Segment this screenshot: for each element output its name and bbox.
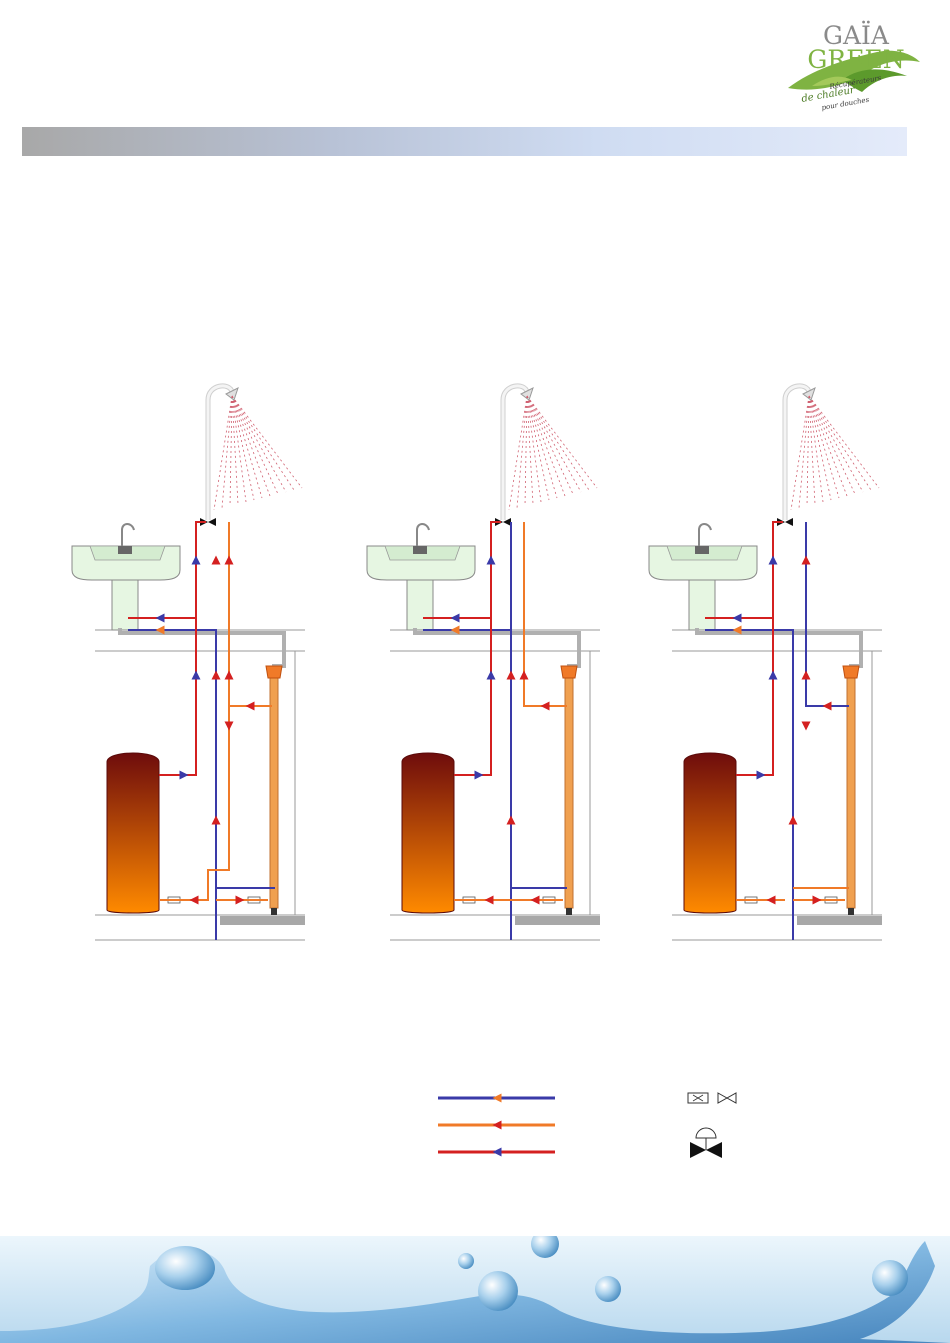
shower-head-icon	[802, 387, 816, 401]
flow-arrow	[211, 555, 221, 565]
flow-arrow	[506, 815, 516, 825]
legend-arrow	[492, 1120, 502, 1130]
drain-slab	[220, 916, 305, 925]
shower-column	[782, 383, 812, 520]
hot-water-pipe	[159, 521, 206, 776]
flow-arrow	[450, 613, 460, 623]
flow-arrow	[756, 770, 766, 780]
recuperator-inlet	[842, 665, 860, 679]
washbasin-pedestal	[406, 579, 434, 631]
thermostatic-mixer-icon	[495, 518, 511, 526]
flow-arrow	[766, 895, 776, 905]
hot-water-pipe	[454, 521, 501, 776]
flow-arrow	[245, 701, 255, 711]
flow-arrow	[486, 555, 496, 565]
thermostatic-mixer-icon	[777, 518, 793, 526]
preheated-water-pipe	[805, 522, 849, 707]
flow-arrow	[224, 555, 234, 565]
shower-spray	[508, 395, 598, 511]
thermostatic-mixer-icon	[200, 518, 216, 526]
flow-arrow	[801, 555, 811, 565]
thermostatic-mixer-icon	[690, 1127, 722, 1158]
flow-arrow	[768, 555, 778, 565]
shower-heat-recuperator	[269, 677, 279, 909]
flow-arrow	[179, 770, 189, 780]
drain-pipe	[695, 628, 863, 668]
water-heater-tank	[106, 752, 160, 914]
flow-arrow	[506, 670, 516, 680]
flow-arrow	[788, 815, 798, 825]
legend-arrow	[492, 1147, 502, 1157]
flow-arrow	[530, 895, 540, 905]
flow-arrow	[155, 625, 165, 635]
recuperator-inlet	[560, 665, 578, 679]
flow-arrow	[235, 895, 245, 905]
faucet-icon	[121, 523, 135, 548]
shower-head-icon	[225, 387, 239, 401]
flow-arrow	[801, 721, 811, 731]
flow-arrow	[812, 895, 822, 905]
flow-arrow	[474, 770, 484, 780]
shower-column	[205, 383, 235, 520]
water-heater-tank	[401, 752, 455, 914]
drain-pipe	[413, 628, 581, 668]
drain-slab	[515, 916, 600, 925]
flow-arrow	[822, 701, 832, 711]
shower-spray	[213, 395, 303, 511]
flow-arrow	[211, 815, 221, 825]
faucet-icon	[698, 523, 712, 548]
flow-arrow	[486, 670, 496, 680]
flow-arrow	[801, 670, 811, 680]
logo-brand-line2: GREEN	[807, 45, 904, 74]
shower-heat-recuperator	[564, 677, 574, 909]
recuperator-inlet	[265, 665, 283, 679]
drain-pipe	[118, 628, 286, 668]
header-bar	[22, 127, 907, 156]
flow-arrow	[732, 625, 742, 635]
shower-heat-recuperator	[846, 677, 856, 909]
diagram-config-3	[648, 383, 882, 941]
water-splash-banner	[0, 1236, 950, 1343]
flow-arrow	[732, 613, 742, 623]
flow-arrow	[191, 555, 201, 565]
preheated-water-pipe	[523, 522, 567, 707]
legend-arrow	[492, 1093, 502, 1103]
drain-slab	[797, 916, 882, 925]
flow-arrow	[224, 670, 234, 680]
installation-diagrams	[71, 383, 882, 941]
legend	[438, 1092, 737, 1158]
recuperator-outlet	[848, 908, 854, 915]
check-valve-icon	[687, 1092, 737, 1104]
flow-arrow	[189, 895, 199, 905]
faucet-icon	[416, 523, 430, 548]
diagram-config-2	[366, 383, 600, 941]
flow-arrow	[450, 625, 460, 635]
flow-arrow	[768, 670, 778, 680]
washbasin-pedestal	[111, 579, 139, 631]
flow-arrow	[519, 670, 529, 680]
shower-column	[500, 383, 530, 520]
washbasin-pedestal	[688, 579, 716, 631]
recuperator-outlet	[271, 908, 277, 915]
flow-arrow	[191, 670, 201, 680]
flow-arrow	[155, 613, 165, 623]
flow-arrow	[484, 895, 494, 905]
gaia-green-logo: GAÏA GREEN Récupérateurs de chaleur pour…	[788, 21, 920, 112]
recuperator-outlet	[566, 908, 572, 915]
diagram-config-1	[71, 383, 305, 941]
hot-water-pipe	[736, 521, 783, 776]
flow-arrow	[211, 670, 221, 680]
flow-arrow	[540, 701, 550, 711]
shower-spray	[790, 395, 880, 511]
logo-brand-line1: GAÏA	[823, 21, 890, 50]
flow-arrow	[224, 721, 234, 731]
water-heater-tank	[683, 752, 737, 914]
shower-head-icon	[520, 387, 534, 401]
